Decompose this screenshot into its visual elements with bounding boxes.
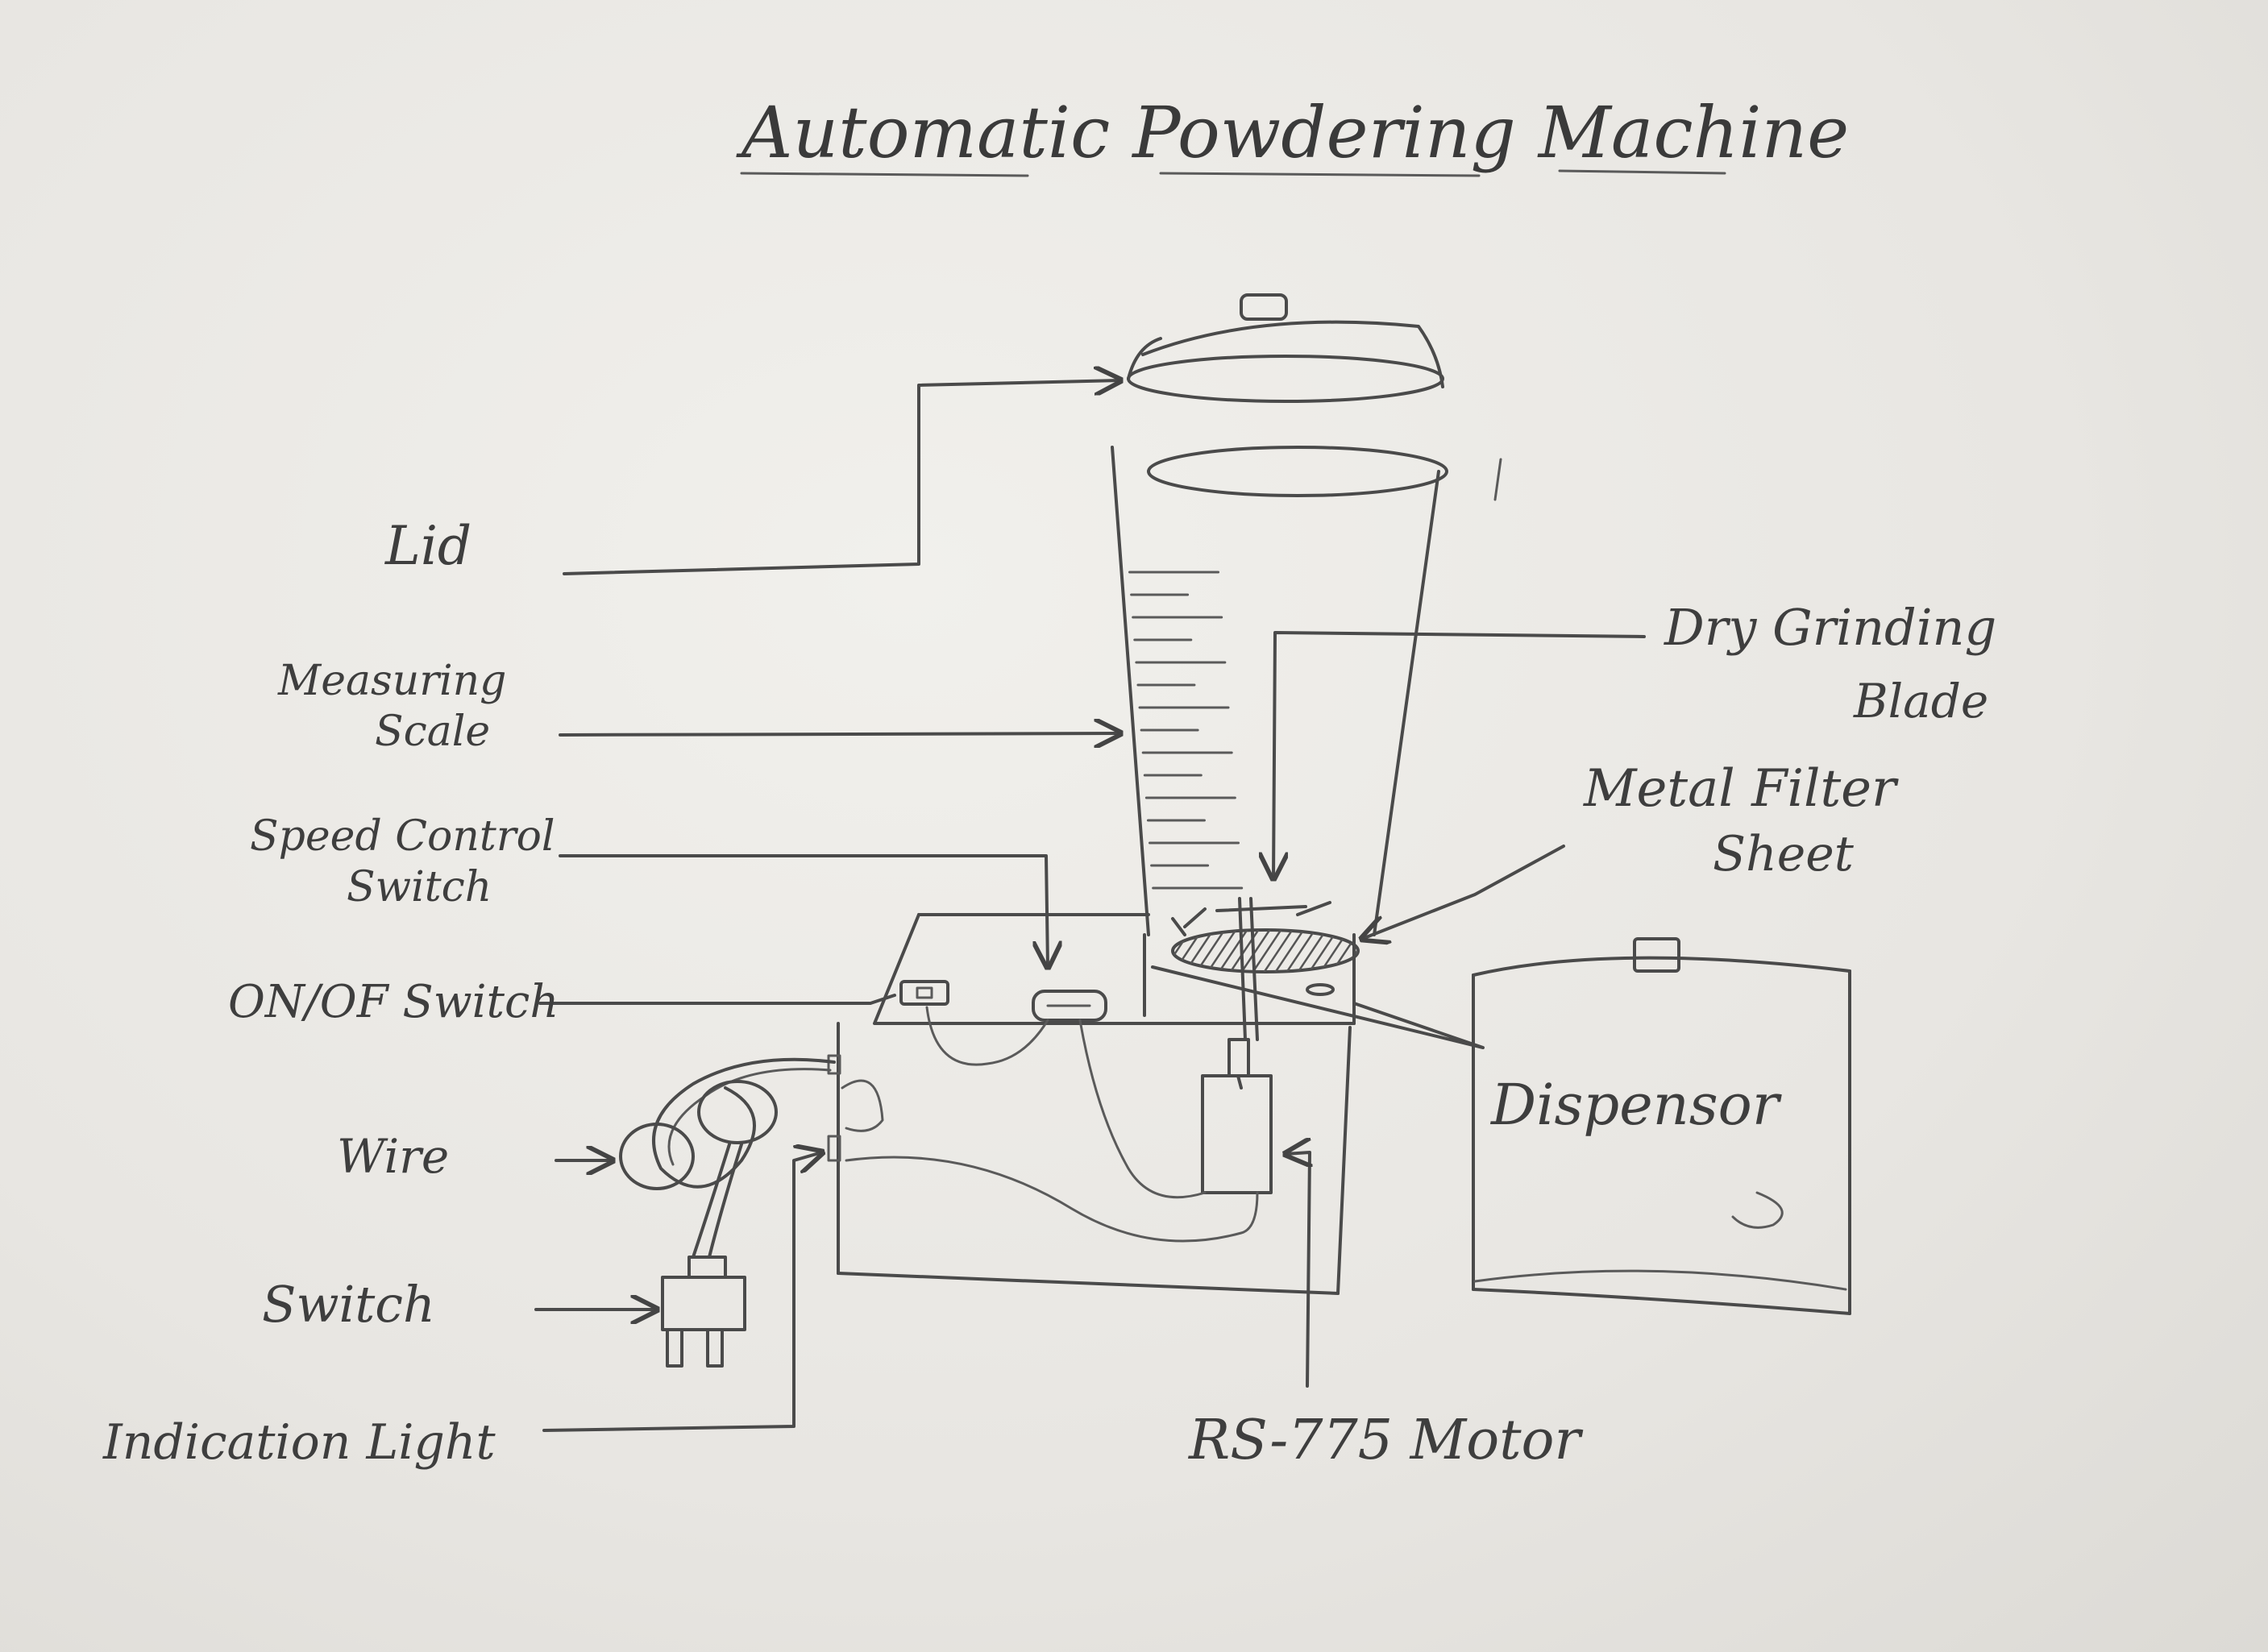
coiled-wire — [619, 1057, 836, 1259]
leader-measuring-scale — [559, 733, 1120, 735]
leader-indication-light — [542, 1152, 822, 1432]
leader-speed-control — [559, 854, 1048, 967]
leader-lid — [563, 380, 1120, 575]
leader-dry-grinding-blade — [1273, 631, 1646, 878]
label-speed-control-line2: Switch — [347, 863, 492, 911]
label-indication-light: Indication Light — [102, 1414, 496, 1471]
leader-on-off — [538, 994, 896, 1005]
blade-assembly — [1171, 897, 1360, 1041]
lid-drawing — [1127, 293, 1444, 403]
measuring-scale-ticks — [1128, 571, 1244, 890]
jar-drawing — [1111, 446, 1502, 936]
title-underline — [740, 172, 1029, 177]
label-dry-grinding-line2: Blade — [1853, 674, 1988, 728]
label-switch: Switch — [262, 1275, 435, 1334]
label-lid: Lid — [384, 515, 471, 577]
label-motor: RS-775 Motor — [1187, 1409, 1583, 1472]
motor-drawing — [1201, 1038, 1273, 1194]
leader-motor — [1286, 1152, 1310, 1388]
plug-drawing — [661, 1256, 746, 1368]
label-dry-grinding-line1: Dry Grinding — [1664, 598, 1996, 657]
label-dispensor: Dispensor — [1489, 1072, 1782, 1138]
label-wire: Wire — [337, 1129, 449, 1184]
on-off-switch-drawing — [899, 980, 949, 1006]
title-underline — [1558, 169, 1726, 175]
base-housing — [837, 913, 1485, 1295]
label-speed-control-line1: Speed Control — [250, 812, 555, 861]
leader-metal-filter — [1362, 845, 1565, 939]
internal-wiring — [827, 1006, 1259, 1243]
label-metal-filter-line2: Sheet — [1713, 826, 1855, 882]
label-metal-filter-line1: Metal Filter — [1583, 759, 1899, 819]
title-underline — [1159, 172, 1481, 177]
dispenser-drawing — [1472, 937, 1851, 1315]
speed-control-drawing — [1032, 990, 1107, 1022]
label-on-off-switch: ON/OF Switch — [228, 976, 559, 1028]
diagram-title: Automatic Powdering Machine — [736, 91, 1849, 174]
label-measuring-scale-line2: Scale — [375, 708, 490, 756]
label-measuring-scale-line1: Measuring — [277, 657, 506, 705]
